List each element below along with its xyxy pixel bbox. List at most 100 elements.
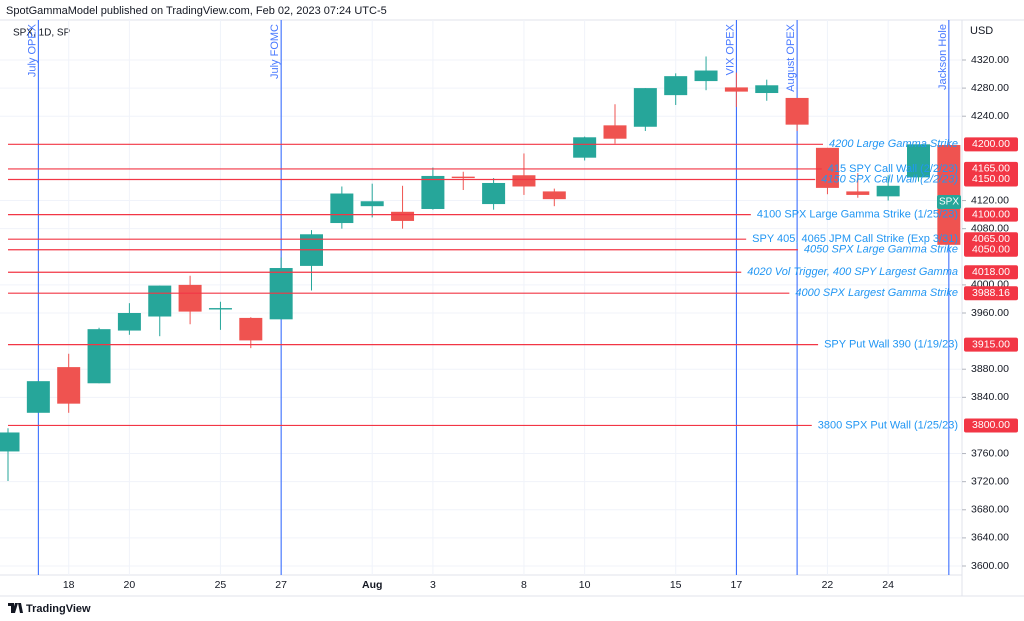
- candle-body: [330, 193, 354, 224]
- x-tick-label: 8: [521, 579, 527, 591]
- level-label: 4100 SPX Large Gamma Strike (1/25/23): [757, 209, 958, 221]
- candle-body: [876, 185, 900, 197]
- candle-body: [148, 285, 172, 317]
- x-tick-label: 20: [124, 579, 136, 591]
- y-tick-label: 4120.00: [971, 194, 1009, 206]
- published-header: SpotGammaModel published on TradingView.…: [6, 5, 387, 17]
- x-tick-label: 18: [63, 579, 75, 591]
- candle-body: [603, 125, 627, 139]
- candle-body: [724, 87, 748, 92]
- y-tick-label: 4240.00: [971, 110, 1009, 122]
- price-tag-label: 3988.16: [972, 287, 1010, 299]
- price-tag-label: 4165.00: [972, 163, 1010, 175]
- y-tick-label: 3840.00: [971, 391, 1009, 403]
- price-tag-label: 3800.00: [972, 419, 1010, 431]
- candle-body: [694, 70, 718, 82]
- price-tag: [964, 337, 1018, 352]
- footer-brand: TradingView: [26, 603, 91, 615]
- candle-body: [664, 76, 688, 96]
- price-tag: [964, 137, 1018, 152]
- candle-body: [815, 147, 839, 188]
- y-tick-label: 3640.00: [971, 532, 1009, 544]
- price-tag-label: 3915.00: [972, 338, 1010, 350]
- level-label: 4050 SPX Large Gamma Strike: [804, 244, 958, 256]
- price-tag: [964, 161, 1018, 176]
- y-tick-label: 3960.00: [971, 307, 1009, 319]
- x-tick-label: 17: [731, 579, 743, 591]
- price-tag: [964, 418, 1018, 433]
- price-tag: [964, 207, 1018, 222]
- candle-body: [633, 88, 657, 127]
- candle-body: [178, 284, 202, 312]
- price-tag-label: 4100.00: [972, 208, 1010, 220]
- price-tag-label: 4200.00: [972, 138, 1010, 150]
- candle-body: [57, 367, 81, 404]
- symbol-tag-label: SPX: [939, 197, 959, 208]
- price-tag: [964, 242, 1018, 257]
- level-label: SPY 405, 4065 JPM Call Strike (Exp 3/31): [752, 233, 958, 245]
- event-label: Jackson Hole: [937, 24, 949, 90]
- candle-body: [846, 191, 870, 195]
- candle-body: [937, 145, 961, 245]
- candle-body: [239, 317, 263, 341]
- price-tag: [964, 172, 1018, 187]
- x-tick-label: 25: [215, 579, 227, 591]
- candle-body: [391, 211, 415, 221]
- price-tag: [964, 286, 1018, 301]
- x-tick-label: Aug: [362, 579, 382, 591]
- y-tick-label: 4080.00: [971, 222, 1009, 234]
- y-tick-label: 3600.00: [971, 560, 1009, 572]
- event-label: August OPEX: [785, 23, 797, 92]
- event-label: July FOMC: [269, 24, 281, 79]
- candle-body: [512, 175, 536, 187]
- x-tick-label: 15: [670, 579, 682, 591]
- level-label: 3800 SPX Put Wall (1/25/23): [818, 419, 958, 431]
- level-label: 4200 Large Gamma Strike: [829, 138, 958, 150]
- candle-body: [785, 97, 809, 125]
- x-tick-label: 10: [579, 579, 591, 591]
- level-label: 4000 SPX Largest Gamma Strike: [795, 287, 958, 299]
- x-tick-label: 24: [882, 579, 894, 591]
- y-tick-label: 3760.00: [971, 447, 1009, 459]
- candle-body: [907, 144, 930, 178]
- candle-body: [542, 191, 566, 200]
- candle-body: [0, 432, 20, 452]
- y-tick-label: 3680.00: [971, 504, 1009, 516]
- symbol-tag: [937, 195, 961, 209]
- level-label: 4150 SPX Call Wall (2/2/23): [821, 173, 958, 185]
- candle-body: [117, 312, 141, 331]
- candle-body: [755, 85, 779, 94]
- logo-icon: [8, 603, 23, 613]
- y-tick-label: 4280.00: [971, 82, 1009, 94]
- candle-body: [451, 176, 475, 179]
- candle-body: [208, 308, 232, 310]
- candle-body: [573, 137, 597, 158]
- x-tick-label: 3: [430, 579, 436, 591]
- price-tag: [964, 265, 1018, 280]
- price-tag-label: 4050.00: [972, 244, 1010, 256]
- candle-body: [482, 182, 506, 205]
- event-label: July OPEX: [26, 23, 38, 77]
- y-tick-label: 4320.00: [971, 54, 1009, 66]
- y-tick-label: 3880.00: [971, 363, 1009, 375]
- symbol-legend: SPX, 1D, SP: [13, 28, 71, 39]
- footer-logo: [8, 603, 23, 613]
- candle-body: [87, 329, 111, 384]
- level-label: SPY Put Wall 390 (1/19/23): [824, 339, 958, 351]
- x-tick-label: 22: [822, 579, 834, 591]
- currency: USD: [970, 25, 993, 37]
- level-label: 415 SPY Call Wall (2/2/23): [828, 163, 958, 175]
- level-label: 4020 Vol Trigger, 400 SPY Largest Gamma: [747, 266, 958, 278]
- candle-body: [360, 201, 384, 207]
- price-tag: [964, 232, 1018, 247]
- price-tag-label: 4018.00: [972, 266, 1010, 278]
- candle-body: [26, 381, 50, 413]
- candle-body: [421, 175, 445, 209]
- x-tick-label: 27: [275, 579, 287, 591]
- y-tick-label: 3720.00: [971, 475, 1009, 487]
- price-tag-label: 4150.00: [972, 173, 1010, 185]
- event-label: VIX OPEX: [724, 23, 736, 75]
- price-tag-label: 4065.00: [972, 233, 1010, 245]
